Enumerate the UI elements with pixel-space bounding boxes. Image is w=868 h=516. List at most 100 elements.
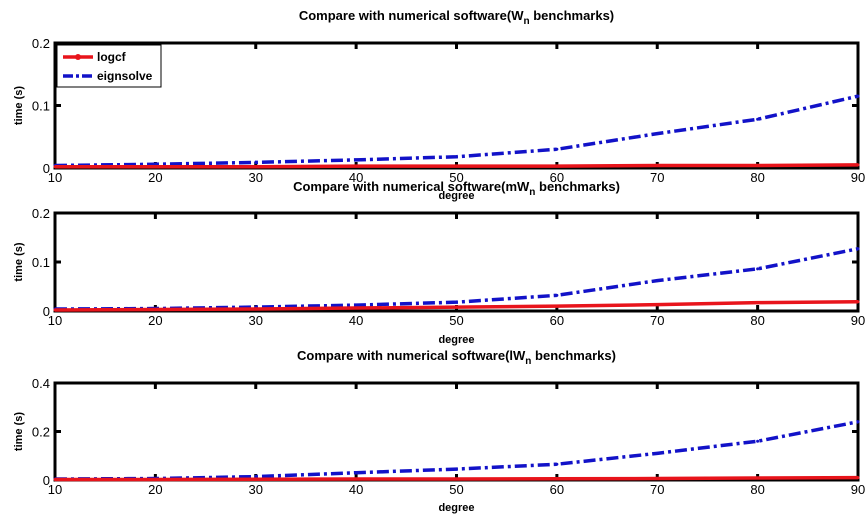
x-tick-label: 90 bbox=[851, 482, 865, 497]
y-tick-label: 0.2 bbox=[32, 36, 50, 51]
x-tick-label: 70 bbox=[650, 170, 664, 185]
data-point-eignsolve bbox=[856, 420, 860, 424]
chart-panel-3: Compare with numerical software(lWn benc… bbox=[13, 348, 865, 514]
x-tick-label: 40 bbox=[349, 482, 363, 497]
y-axis-label: time (s) bbox=[13, 86, 25, 125]
data-point-logcf bbox=[153, 165, 157, 169]
x-tick-label: 10 bbox=[48, 482, 62, 497]
chart-title: Compare with numerical software(Wn bench… bbox=[299, 8, 614, 27]
x-tick-label: 20 bbox=[148, 313, 162, 328]
x-tick-label: 50 bbox=[449, 170, 463, 185]
data-point-logcf bbox=[455, 164, 458, 168]
data-point-logcf bbox=[53, 165, 57, 169]
data-point-eignsolve bbox=[455, 300, 458, 304]
data-point-eignsolve bbox=[455, 155, 458, 159]
data-point-logcf bbox=[153, 308, 157, 312]
x-tick-label: 30 bbox=[249, 170, 263, 185]
data-point-logcf bbox=[655, 303, 659, 307]
data-point-logcf bbox=[756, 476, 760, 480]
chart-title: Compare with numerical software(mWn benc… bbox=[293, 179, 620, 198]
legend-box bbox=[56, 44, 162, 88]
data-point-logcf bbox=[555, 477, 559, 481]
y-tick-label: 0 bbox=[43, 161, 50, 176]
x-tick-label: 90 bbox=[851, 170, 865, 185]
data-point-logcf bbox=[254, 307, 258, 311]
data-point-eignsolve bbox=[555, 462, 559, 466]
x-tick-label: 60 bbox=[550, 313, 564, 328]
x-tick-label: 30 bbox=[249, 313, 263, 328]
legend-marker-logcf bbox=[75, 54, 81, 60]
data-point-logcf bbox=[856, 163, 860, 167]
x-tick-label: 60 bbox=[550, 170, 564, 185]
data-point-logcf bbox=[856, 300, 860, 304]
data-point-eignsolve bbox=[354, 303, 358, 307]
x-tick-label: 90 bbox=[851, 313, 865, 328]
data-point-eignsolve bbox=[756, 439, 760, 443]
data-point-eignsolve bbox=[354, 158, 358, 162]
x-tick-label: 70 bbox=[650, 313, 664, 328]
data-point-logcf bbox=[254, 477, 258, 481]
data-point-logcf bbox=[655, 477, 659, 481]
data-point-logcf bbox=[555, 304, 559, 308]
data-point-eignsolve bbox=[555, 293, 559, 297]
y-tick-label: 0 bbox=[43, 304, 50, 319]
data-point-eignsolve bbox=[455, 467, 458, 471]
y-tick-label: 0.2 bbox=[32, 425, 50, 440]
data-point-eignsolve bbox=[856, 247, 860, 251]
x-tick-label: 20 bbox=[148, 482, 162, 497]
x-tick-label: 50 bbox=[449, 482, 463, 497]
data-point-logcf bbox=[655, 164, 659, 167]
chart-panel-1: Compare with numerical software(Wn bench… bbox=[13, 8, 865, 202]
axes-box bbox=[53, 41, 860, 170]
x-tick-label: 30 bbox=[249, 482, 263, 497]
data-point-eignsolve bbox=[655, 451, 659, 455]
data-point-eignsolve bbox=[555, 147, 559, 151]
data-point-eignsolve bbox=[254, 475, 258, 479]
x-tick-label: 10 bbox=[48, 170, 62, 185]
data-point-logcf bbox=[354, 164, 358, 168]
data-point-eignsolve bbox=[756, 267, 760, 271]
data-point-eignsolve bbox=[354, 471, 358, 475]
data-point-eignsolve bbox=[254, 160, 258, 164]
y-tick-label: 0 bbox=[43, 473, 50, 488]
series-line-eignsolve bbox=[54, 247, 859, 311]
y-tick-label: 0.1 bbox=[32, 255, 50, 270]
chart-panel-2: Compare with numerical software(mWn benc… bbox=[13, 179, 865, 346]
data-point-logcf bbox=[756, 301, 760, 305]
x-tick-label: 60 bbox=[550, 482, 564, 497]
y-tick-label: 0.1 bbox=[32, 99, 50, 114]
x-tick-label: 80 bbox=[750, 170, 764, 185]
data-point-eignsolve bbox=[655, 132, 659, 136]
data-point-eignsolve bbox=[756, 117, 760, 121]
data-point-logcf bbox=[455, 477, 458, 481]
data-point-logcf bbox=[354, 477, 358, 481]
legend-label-logcf: logcf bbox=[97, 50, 127, 64]
x-axis-label: degree bbox=[438, 190, 474, 202]
data-point-logcf bbox=[555, 164, 559, 168]
axes-box bbox=[53, 211, 860, 313]
x-tick-label: 40 bbox=[349, 313, 363, 328]
x-tick-label: 80 bbox=[750, 482, 764, 497]
y-axis-label: time (s) bbox=[13, 242, 25, 281]
series-line-eignsolve bbox=[54, 94, 859, 168]
legend: logcf eignsolve bbox=[56, 44, 162, 88]
data-point-eignsolve bbox=[856, 94, 860, 98]
data-point-logcf bbox=[856, 476, 860, 480]
data-point-logcf bbox=[254, 165, 258, 169]
x-tick-label: 80 bbox=[750, 313, 764, 328]
y-tick-label: 0.2 bbox=[32, 206, 50, 221]
x-axis-label: degree bbox=[438, 502, 474, 514]
x-axis-label: degree bbox=[438, 334, 474, 346]
data-point-logcf bbox=[354, 306, 358, 310]
axes-box bbox=[53, 381, 860, 482]
x-tick-label: 10 bbox=[48, 313, 62, 328]
data-point-eignsolve bbox=[655, 279, 659, 283]
chart-title: Compare with numerical software(lWn benc… bbox=[297, 348, 616, 367]
x-tick-label: 40 bbox=[349, 170, 363, 185]
data-point-logcf bbox=[756, 164, 760, 167]
data-point-logcf bbox=[53, 478, 57, 482]
data-point-logcf bbox=[153, 478, 157, 482]
x-tick-label: 70 bbox=[650, 482, 664, 497]
legend-label-eignsolve: eignsolve bbox=[97, 69, 153, 83]
